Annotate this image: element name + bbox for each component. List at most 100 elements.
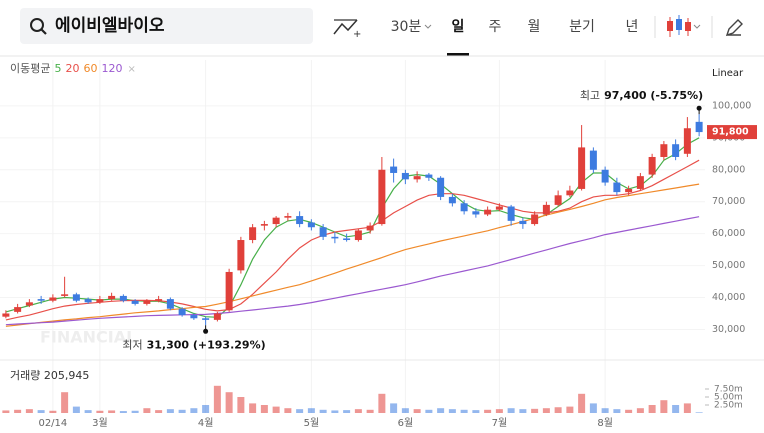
volume-bar <box>566 406 574 413</box>
volume-legend: 거래량 205,945 <box>10 369 89 382</box>
ma-legend: 이동평균 5 20 60 120 × <box>10 62 136 75</box>
period-tab[interactable]: 분기 <box>569 19 595 35</box>
search-box[interactable] <box>20 8 313 44</box>
y-tick-label: 30,000 <box>712 324 745 335</box>
volume-bar <box>131 410 139 413</box>
candle-body <box>460 203 468 212</box>
tab-underline <box>447 53 469 56</box>
x-tick-label: 02/14 <box>38 418 67 429</box>
period-tab[interactable]: 년 <box>626 19 639 35</box>
volume-tick-label: 7.50m <box>714 385 743 395</box>
ma-line <box>5 183 700 327</box>
ma-legend-item: 20 <box>65 62 79 75</box>
x-tick-label: 3월 <box>92 417 108 429</box>
x-tick-label: 4월 <box>198 417 214 429</box>
axes: 30,00040,00050,00060,00070,00080,00090,0… <box>38 89 757 429</box>
candle-body <box>143 300 151 304</box>
candle-body <box>190 315 198 319</box>
candle-body <box>378 169 386 225</box>
candle-body <box>2 313 10 317</box>
candle-body <box>660 144 668 157</box>
volume-bar <box>554 407 562 413</box>
volume-bar <box>366 409 374 413</box>
candle-body <box>96 299 104 303</box>
high-prefix: 최고 <box>580 89 600 102</box>
candle-body <box>37 299 45 301</box>
volume-bar <box>37 410 45 413</box>
candle-body <box>601 169 609 183</box>
ma-title: 이동평균 <box>10 62 50 75</box>
volume-bar <box>331 410 339 413</box>
y-tick-label: 100,000 <box>712 100 751 111</box>
candle-body <box>237 240 245 271</box>
volume-bar <box>507 408 515 413</box>
volume-bar <box>448 409 456 413</box>
dropdown-caret <box>693 24 701 29</box>
candle-body <box>531 214 539 225</box>
volume-bar <box>378 393 386 413</box>
candle-body <box>495 206 503 210</box>
volume-bar <box>143 408 151 413</box>
candle-body <box>613 182 621 193</box>
volume-bar <box>625 409 633 413</box>
volume-bar <box>272 406 280 413</box>
volume-bar <box>108 410 116 413</box>
candle-body <box>437 177 445 197</box>
candle-body <box>319 227 327 237</box>
candle-body <box>213 313 221 320</box>
scale-mode[interactable]: Linear <box>712 68 744 79</box>
volume-bar <box>190 408 198 413</box>
low-text: 31,300 (+193.29%) <box>147 338 266 351</box>
ma-legend-item: 120 <box>101 62 122 75</box>
volume-bar <box>119 411 127 413</box>
candle-body <box>296 216 304 225</box>
period-tabs: 30분 일 주 월 분기 년 <box>391 19 639 56</box>
candle-body <box>131 300 139 304</box>
candle-body <box>448 196 456 204</box>
ma-close: × <box>127 64 135 75</box>
chart-type-icon[interactable] <box>333 19 358 35</box>
x-tick-label: 6월 <box>398 417 414 429</box>
candle-body <box>225 271 233 311</box>
volume-bar <box>249 403 257 413</box>
candle-body <box>519 220 527 225</box>
candle-body <box>61 294 69 296</box>
candle-body <box>625 188 633 193</box>
period-tab[interactable]: 월 <box>528 19 541 35</box>
candle-icon[interactable] <box>667 15 691 37</box>
volume-bar <box>284 408 292 413</box>
period-tab[interactable]: 일 <box>452 19 465 35</box>
volume-bar <box>25 409 33 413</box>
candle-body <box>554 195 562 205</box>
chart-type-icon: + <box>353 29 361 40</box>
volume-tick-label: 5.00m <box>714 393 743 403</box>
candle-body <box>119 295 127 301</box>
volume-bars <box>2 385 703 413</box>
search-icon <box>40 28 47 35</box>
candle-body <box>25 302 33 306</box>
volume-bar <box>213 385 221 413</box>
candle-body <box>14 307 22 312</box>
volume-bar <box>589 403 597 413</box>
high-annotation: 최고 97,400 (-5.75%) <box>580 89 703 102</box>
volume-bar <box>437 408 445 413</box>
volume-bar <box>84 410 92 413</box>
draw-icon[interactable] <box>725 19 743 37</box>
last-price-box <box>707 125 757 140</box>
volume-bar <box>601 408 609 413</box>
volume-bar <box>72 406 80 413</box>
x-tick-label: 8월 <box>597 417 613 429</box>
search-text[interactable]: 에이비엘바이오 <box>55 16 165 36</box>
candle-body <box>331 236 339 239</box>
volume-bar <box>460 409 468 413</box>
candle-body <box>683 128 691 154</box>
period-tab[interactable]: 주 <box>489 19 502 35</box>
period-tab[interactable]: 30분 <box>391 19 422 35</box>
volume-bar <box>225 392 233 413</box>
candle-body <box>401 172 409 180</box>
y-tick-label: 80,000 <box>712 164 745 175</box>
volume-bar <box>472 410 480 413</box>
candle-body <box>260 224 268 226</box>
volume-bar <box>683 403 691 413</box>
